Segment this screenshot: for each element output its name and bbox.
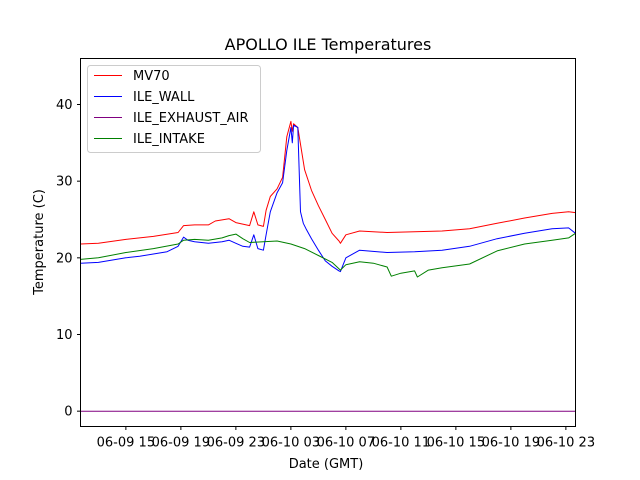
x-tick-label: 06-09 19	[152, 436, 210, 451]
legend-box	[87, 65, 261, 153]
legend-item-ile-exhaust-air: ILE_EXHAUST_AIR	[94, 111, 249, 126]
legend-item-ile-wall: ILE_WALL	[94, 90, 195, 105]
y-tick-label: 30	[56, 175, 73, 190]
chart-title: APOLLO ILE Temperatures	[225, 35, 432, 54]
x-tick-label: 06-10 03	[262, 436, 320, 451]
series-layer	[80, 120, 576, 412]
x-axis-label: Date (GMT)	[289, 457, 364, 472]
x-tick-label: 06-10 19	[482, 436, 540, 451]
plot-frame	[80, 58, 576, 427]
x-tick-label: 06-10 15	[427, 436, 485, 451]
legend: MV70 ILE_WALL ILE_EXHAUST_AIR ILE_INTAKE	[87, 65, 261, 153]
y-axis-label: Temperature (C)	[32, 189, 47, 296]
x-tick-label: 06-10 07	[317, 436, 375, 451]
x-tick-label: 06-09 15	[97, 436, 155, 451]
x-tick-label: 06-09 23	[207, 436, 265, 451]
legend-item-ile-intake: ILE_INTAKE	[94, 132, 205, 147]
legend-label-mv70: MV70	[133, 69, 170, 84]
x-tick-label: 06-10 23	[537, 436, 595, 451]
series-line-mv70	[80, 120, 576, 245]
legend-label-ile-wall: ILE_WALL	[133, 90, 195, 105]
y-tick-label: 10	[56, 328, 73, 343]
y-tick-label: 0	[64, 405, 72, 420]
y-tick-label: 40	[56, 98, 73, 113]
x-tick-label: 06-10 11	[372, 436, 430, 451]
legend-label-ile-exhaust-air: ILE_EXHAUST_AIR	[133, 111, 249, 126]
legend-label-ile-intake: ILE_INTAKE	[133, 132, 205, 147]
y-tick-label: 20	[56, 251, 73, 266]
series-line-ile-intake	[80, 232, 576, 278]
legend-item-mv70: MV70	[94, 69, 170, 84]
